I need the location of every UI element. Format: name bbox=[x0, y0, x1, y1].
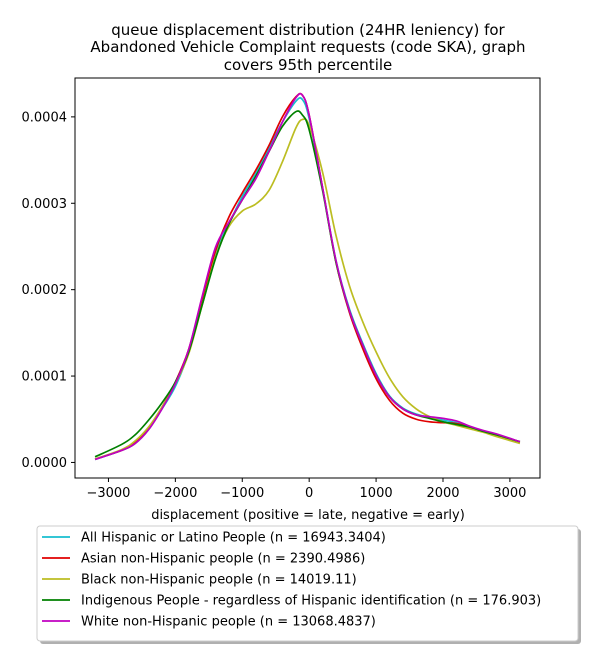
y-tick-label: 0.0001 bbox=[22, 370, 68, 385]
legend-label-1: All Hispanic or Latino People (n = 16943… bbox=[81, 531, 386, 546]
y-tick-label: 0.0000 bbox=[22, 456, 68, 471]
x-axis-label: displacement (positive = late, negative … bbox=[151, 508, 465, 523]
x-tick-label: 1000 bbox=[360, 486, 393, 501]
legend-box bbox=[36, 525, 579, 642]
legend-label-2: Asian non-Hispanic people (n = 2390.4986… bbox=[81, 552, 365, 567]
x-tick-label: 2000 bbox=[426, 486, 459, 501]
x-tick-label: 0 bbox=[305, 486, 313, 501]
series-line-5 bbox=[94, 92, 521, 461]
legend-label-4: Indigenous People - regardless of Hispan… bbox=[81, 594, 541, 609]
series-lines bbox=[94, 92, 521, 461]
axes-frame bbox=[74, 77, 541, 479]
x-tick-label: −1000 bbox=[220, 486, 264, 501]
title-line-3: covers 95th percentile bbox=[224, 56, 393, 74]
y-tick-label: 0.0002 bbox=[22, 283, 68, 298]
legend-label-3: Black non-Hispanic people (n = 14019.11) bbox=[81, 573, 357, 588]
y-tick-label: 0.0003 bbox=[22, 197, 68, 212]
chart-title: queue displacement distribution (24HR le… bbox=[90, 21, 525, 74]
axes: −3000 −2000 −1000 0 1000 2000 3000 0.0000 0.0001… bbox=[22, 77, 541, 501]
title-line-2: Abandoned Vehicle Complaint requests (co… bbox=[90, 38, 525, 56]
legend-label-5: White non-Hispanic people (n = 13068.483… bbox=[81, 615, 376, 630]
x-tick-label: −2000 bbox=[153, 486, 197, 501]
y-tick-label: 0.0004 bbox=[22, 110, 68, 125]
plot-background bbox=[75, 78, 540, 478]
series-line-1 bbox=[94, 97, 521, 461]
plot-area bbox=[75, 78, 540, 478]
legend: All Hispanic or Latino People (n = 16943… bbox=[36, 525, 581, 644]
x-tick-label: −3000 bbox=[86, 486, 130, 501]
title-line-1: queue displacement distribution (24HR le… bbox=[111, 21, 505, 39]
x-tick-label: 3000 bbox=[493, 486, 526, 501]
